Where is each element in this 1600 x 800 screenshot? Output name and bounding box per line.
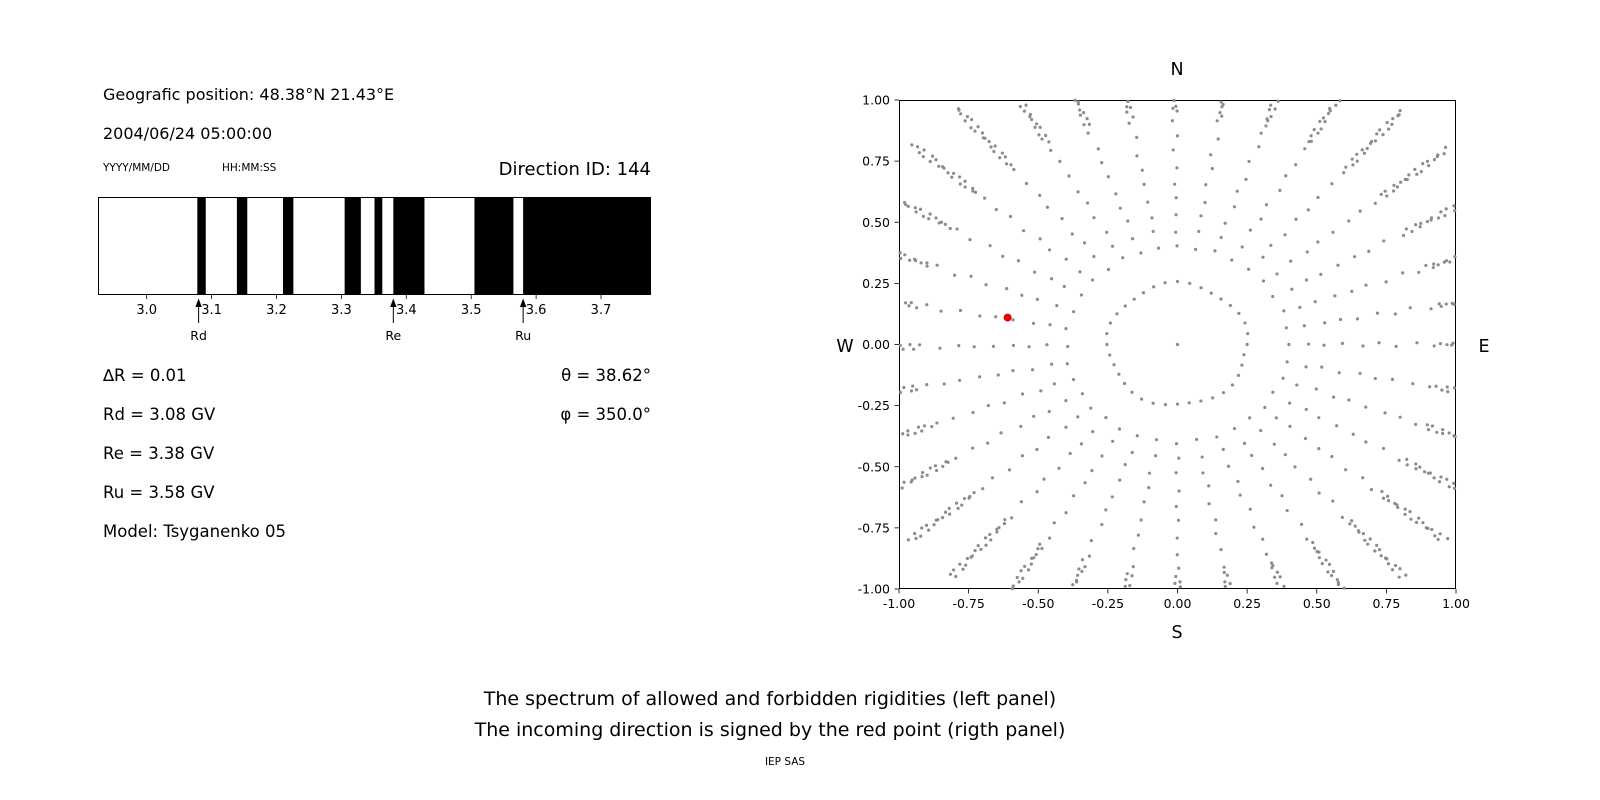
x-tick-label: -0.50 xyxy=(1022,596,1054,611)
forbidden-band xyxy=(474,198,514,294)
parameter-list-left: ∆R = 0.01 Rd = 3.08 GV Re = 3.38 GV Ru =… xyxy=(103,356,286,551)
y-tick-label: 0.75 xyxy=(862,154,890,169)
model-name: Model: Tsyganenko 05 xyxy=(103,522,287,541)
cutoff-arrowhead xyxy=(195,298,202,307)
compass-west-label: W xyxy=(836,337,854,357)
forbidden-band xyxy=(523,198,651,294)
y-tick-label: -0.75 xyxy=(858,520,890,535)
forbidden-band xyxy=(393,198,425,294)
forbidden-bands xyxy=(197,198,651,294)
re-value: Re = 3.38 GV xyxy=(103,444,215,463)
x-tick-label: 3.3 xyxy=(331,303,352,318)
direction-id-text: Direction ID: 144 xyxy=(498,159,651,180)
y-tick-label: 0.50 xyxy=(862,215,890,230)
x-tick-label: -0.75 xyxy=(952,596,984,611)
forbidden-band xyxy=(282,198,294,294)
x-tick-label: 0.50 xyxy=(1303,596,1331,611)
datetime-text: 2004/06/24 05:00:00 xyxy=(103,124,273,143)
rd-value: Rd = 3.08 GV xyxy=(103,405,216,424)
y-tick-label: -1.00 xyxy=(858,582,890,597)
spectrum-x-ticks: 3.0 3.1 3.2 3.3 3.4 3.5 3.6 3.7 xyxy=(136,295,611,318)
theta-value: θ = 38.62° xyxy=(561,366,651,385)
date-format-label: YYYY/MM/DD xyxy=(103,162,171,174)
cutoff-label: Re xyxy=(385,328,401,343)
x-tick-label: -1.00 xyxy=(883,596,915,611)
delta-r-value: ∆R = 0.01 xyxy=(103,366,187,385)
compass-south-label: S xyxy=(1171,623,1183,643)
x-tick-label: 0.75 xyxy=(1372,596,1400,611)
ru-value: Ru = 3.58 GV xyxy=(103,483,215,502)
direction-ticks: -1.00 1.00 -0.75 0.75 -0.50 0.50 -0.25 0.25 0.00… xyxy=(858,93,1470,612)
cutoff-arrowhead xyxy=(519,298,527,307)
x-tick-label: 3.6 xyxy=(526,303,547,318)
cutoff-label: Ru xyxy=(515,328,531,343)
forbidden-band xyxy=(374,198,383,294)
x-tick-label: 3.7 xyxy=(591,303,612,318)
x-tick-label: 0.00 xyxy=(1164,596,1192,611)
incoming-direction-chart: -1.00 1.00 -0.75 0.75 -0.50 0.50 -0.25 0.25 0.00… xyxy=(858,93,1470,612)
x-tick-label: -0.25 xyxy=(1092,596,1124,611)
parameter-list-right: θ = 38.62° φ = 350.0° xyxy=(460,356,651,434)
x-tick-label: 3.5 xyxy=(461,303,482,318)
time-format-label: HH:MM:SS xyxy=(222,162,277,174)
x-tick-label: 3.4 xyxy=(396,303,417,318)
x-tick-label: 3.1 xyxy=(201,303,222,318)
asymptotic-direction-dots xyxy=(898,98,1457,591)
x-tick-label: 0.25 xyxy=(1233,596,1261,611)
compass-east-label: E xyxy=(1478,337,1490,357)
forbidden-band xyxy=(344,198,361,294)
red-incoming-direction-point xyxy=(1003,313,1012,322)
phi-value: φ = 350.0° xyxy=(560,405,651,424)
cutoff-arrowhead xyxy=(390,298,397,307)
rigidity-spectrum-chart: 3.0 3.1 3.2 3.3 3.4 3.5 3.6 3.7 Rd Re Ru xyxy=(98,197,651,343)
caption-line-1: The spectrum of allowed and forbidden ri… xyxy=(483,688,1057,710)
y-tick-label: 0.00 xyxy=(862,337,890,352)
geographic-position-text: Geografic position: 48.38°N 21.43°E xyxy=(103,85,395,104)
x-tick-label: 3.0 xyxy=(136,303,157,318)
x-tick-label: 3.2 xyxy=(266,303,287,318)
cutoff-label: Rd xyxy=(190,328,207,343)
credit-text: IEP SAS xyxy=(764,756,806,768)
compass-north-label: N xyxy=(1170,60,1184,80)
y-tick-label: 1.00 xyxy=(862,93,890,108)
forbidden-band xyxy=(197,198,206,294)
caption-line-2: The incoming direction is signed by the … xyxy=(474,719,1066,741)
cutoff-markers: Rd Re Ru xyxy=(190,298,531,343)
y-tick-label: 0.25 xyxy=(862,276,890,291)
y-tick-label: -0.50 xyxy=(858,459,890,474)
forbidden-band xyxy=(236,198,248,294)
y-tick-label: -0.25 xyxy=(858,398,890,413)
x-tick-label: 1.00 xyxy=(1442,596,1470,611)
